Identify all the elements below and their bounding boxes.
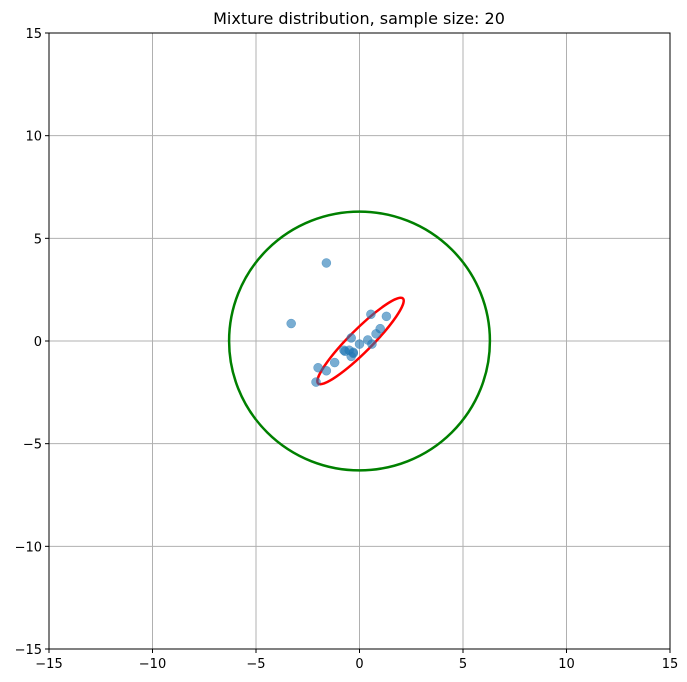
x-tick-label: 5	[459, 657, 467, 672]
data-point	[381, 311, 392, 322]
y-tick-label: −15	[15, 643, 42, 658]
x-tick-label: 15	[662, 657, 679, 672]
y-tick-label: 5	[34, 232, 42, 247]
data-point	[346, 333, 356, 343]
data-point	[354, 339, 365, 349]
x-tick-label: −10	[139, 657, 166, 672]
y-tick-label: 15	[25, 27, 42, 42]
point-layer	[286, 258, 392, 387]
data-point	[366, 309, 376, 320]
data-point	[313, 362, 323, 373]
chart-title: Mixture distribution, sample size: 20	[213, 9, 505, 28]
tick-layer: −15 −10 −5 0 5 10 15 −15 −10 −5 0 5 10 15	[15, 27, 679, 672]
data-point	[311, 377, 321, 387]
data-point	[367, 339, 377, 349]
data-point	[371, 329, 381, 339]
x-tick-label: 10	[558, 657, 575, 672]
y-tick-label: −5	[23, 438, 42, 453]
data-point	[329, 357, 340, 368]
y-tick-label: −10	[15, 540, 42, 555]
y-tick-label: 0	[34, 335, 42, 350]
x-tick-label: −15	[35, 657, 62, 672]
y-tick-label: 10	[25, 130, 42, 145]
x-tick-label: −5	[246, 657, 265, 672]
green-confidence-ellipse	[227, 210, 492, 472]
data-point	[321, 366, 332, 376]
data-point	[339, 345, 349, 355]
data-point	[321, 258, 332, 268]
data-point	[348, 347, 359, 358]
data-point	[286, 318, 296, 329]
x-tick-label: 0	[355, 657, 363, 672]
